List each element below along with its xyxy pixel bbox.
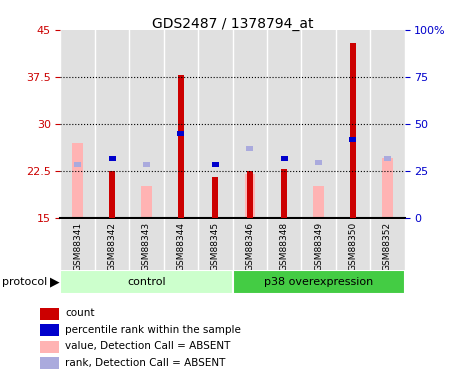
Bar <box>40 340 59 352</box>
Text: control: control <box>127 277 166 287</box>
Text: value, Detection Call = ABSENT: value, Detection Call = ABSENT <box>65 342 231 351</box>
Bar <box>129 30 164 217</box>
Bar <box>213 177 218 218</box>
Bar <box>129 219 164 270</box>
Bar <box>109 171 115 217</box>
Bar <box>74 162 81 167</box>
Bar <box>281 156 287 160</box>
Bar <box>178 75 184 217</box>
Bar <box>60 30 95 217</box>
Bar <box>164 219 198 270</box>
Text: GSM88342: GSM88342 <box>107 222 117 271</box>
Text: GSM88343: GSM88343 <box>142 222 151 271</box>
Bar <box>141 186 152 218</box>
Bar <box>232 219 267 270</box>
Text: GSM88350: GSM88350 <box>348 222 358 271</box>
Text: GDS2487 / 1378794_at: GDS2487 / 1378794_at <box>152 17 313 31</box>
Text: count: count <box>65 309 94 318</box>
Bar <box>301 219 336 270</box>
Bar <box>267 30 301 217</box>
Text: rank, Detection Call = ABSENT: rank, Detection Call = ABSENT <box>65 358 226 368</box>
Text: percentile rank within the sample: percentile rank within the sample <box>65 325 241 335</box>
Text: GSM88352: GSM88352 <box>383 222 392 271</box>
Text: GSM88346: GSM88346 <box>245 222 254 271</box>
Bar <box>232 30 267 217</box>
Bar <box>40 357 59 369</box>
Text: GSM88344: GSM88344 <box>176 222 186 271</box>
Bar <box>198 30 232 217</box>
Bar <box>198 219 232 270</box>
Bar <box>370 219 405 270</box>
Bar <box>246 146 253 151</box>
Bar <box>73 142 83 218</box>
Text: GSM88341: GSM88341 <box>73 222 82 271</box>
Bar <box>281 169 287 217</box>
Bar <box>212 162 219 167</box>
Bar <box>40 324 59 336</box>
Bar <box>95 30 129 217</box>
Bar <box>336 30 370 217</box>
Bar <box>370 30 405 217</box>
Text: GSM88349: GSM88349 <box>314 222 323 271</box>
Bar <box>178 130 184 136</box>
Bar <box>60 219 95 270</box>
Text: p38 overexpression: p38 overexpression <box>264 277 373 287</box>
Text: GSM88348: GSM88348 <box>279 222 289 271</box>
Bar <box>245 174 255 217</box>
Text: ▶: ▶ <box>50 276 60 288</box>
Bar <box>164 30 198 217</box>
Bar <box>40 308 59 320</box>
Bar <box>384 156 391 160</box>
Bar <box>382 158 392 218</box>
Bar <box>232 270 405 294</box>
Bar <box>313 186 324 218</box>
Bar <box>267 219 301 270</box>
Bar <box>247 171 252 217</box>
Bar <box>109 156 115 160</box>
Bar <box>301 30 336 217</box>
Bar <box>143 162 150 167</box>
Bar <box>60 270 232 294</box>
Bar <box>336 219 370 270</box>
Text: GSM88345: GSM88345 <box>211 222 220 271</box>
Bar <box>95 219 129 270</box>
Bar <box>315 160 322 165</box>
Bar <box>350 42 356 218</box>
Bar <box>350 137 356 142</box>
Text: protocol: protocol <box>2 277 47 287</box>
